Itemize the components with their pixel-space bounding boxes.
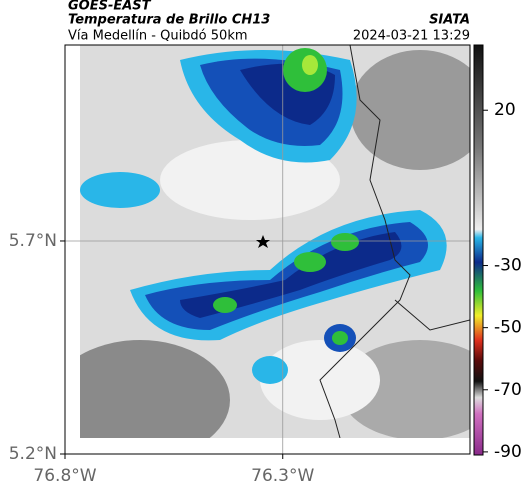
colorbar-tick-label: -90 bbox=[494, 442, 522, 462]
colorbar-tick-label: -50 bbox=[494, 318, 522, 338]
y-tick-label: 5.2°N bbox=[9, 444, 57, 464]
city-marker bbox=[256, 235, 270, 248]
y-tick-label: 5.7°N bbox=[9, 231, 57, 251]
colorbar bbox=[473, 44, 484, 456]
colorbar-tick-label: -30 bbox=[494, 256, 522, 276]
timestamp: 2024-03-21 13:29 bbox=[353, 29, 470, 44]
org: SIATA bbox=[429, 13, 470, 28]
subtitle: Vía Medellín - Quibdó 50km bbox=[68, 29, 248, 44]
title: Temperatura de Brillo CH13 bbox=[68, 13, 270, 28]
map-frame bbox=[64, 44, 471, 455]
satellite-image bbox=[80, 45, 470, 438]
colorbar-tick-label: 20 bbox=[494, 100, 516, 120]
source: GOES-EAST bbox=[68, 0, 152, 14]
x-tick-label: 76.8°W bbox=[33, 466, 96, 486]
x-tick-label: 76.3°W bbox=[251, 466, 314, 486]
colorbar-tick-label: -70 bbox=[494, 380, 522, 400]
